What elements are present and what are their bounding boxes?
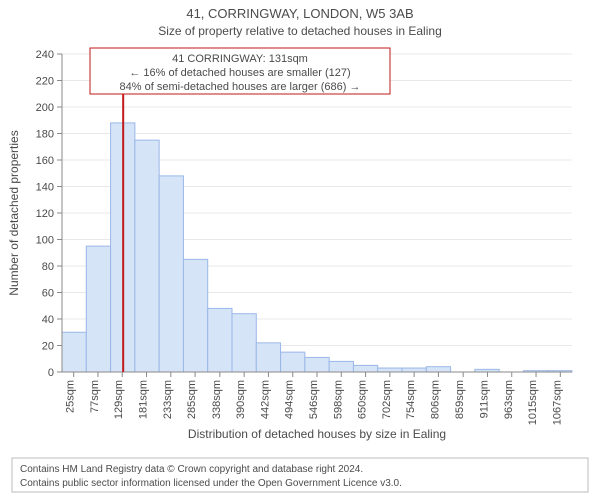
x-tick-label: 77sqm (89, 380, 101, 413)
x-tick-label: 285sqm (186, 380, 198, 419)
y-tick-label: 180 (36, 129, 54, 141)
histogram-bar (232, 314, 256, 372)
y-tick-label: 100 (36, 235, 54, 247)
y-tick-label: 120 (36, 208, 54, 220)
y-tick-label: 240 (36, 49, 54, 61)
x-tick-label: 494sqm (284, 380, 296, 419)
y-tick-label: 60 (42, 288, 54, 300)
x-tick-label: 390sqm (235, 380, 247, 419)
x-tick-label: 754sqm (405, 380, 417, 419)
x-tick-label: 442sqm (259, 380, 271, 419)
x-tick-label: 233sqm (162, 380, 174, 419)
histogram-chart: 0 20 40 60 80 100 120 140 160 180 200 220 240 25sqm 77… (0, 0, 600, 500)
annotation-line-3: 84% of semi-detached houses are larger (… (120, 81, 361, 93)
histogram-bar (135, 140, 159, 372)
x-tick-label: 181sqm (138, 380, 150, 419)
histogram-bar (62, 332, 86, 372)
x-tick-label: 1067sqm (551, 380, 563, 425)
attribution-line-1: Contains HM Land Registry data © Crown c… (20, 464, 363, 475)
histogram-bar (208, 308, 232, 372)
x-tick-label: 650sqm (357, 380, 369, 419)
histogram-bar (281, 352, 305, 372)
y-tick-label: 80 (42, 261, 54, 273)
histogram-bar (426, 367, 450, 372)
x-tick-label: 1015sqm (527, 380, 539, 425)
y-tick-label: 40 (42, 314, 54, 326)
x-tick-label: 963sqm (503, 380, 515, 419)
histogram-bar (378, 368, 402, 372)
x-tick-label: 25sqm (65, 380, 77, 413)
histogram-bar (86, 246, 110, 372)
x-tick-label: 806sqm (429, 380, 441, 419)
x-tick-label: 546sqm (308, 380, 320, 419)
y-tick-label: 160 (36, 155, 54, 167)
title-sub: Size of property relative to detached ho… (0, 24, 600, 38)
attribution-line-2: Contains public sector information licen… (20, 478, 402, 489)
histogram-bar (329, 361, 353, 372)
x-tick-label: 129sqm (113, 380, 125, 419)
y-tick-label: 220 (36, 76, 54, 88)
x-tick-label: 598sqm (332, 380, 344, 419)
y-tick-label: 20 (42, 341, 54, 353)
y-axis-label: Number of detached properties (7, 130, 21, 295)
annotation-line-1: 41 CORRINGWAY: 131sqm (172, 53, 308, 65)
histogram-bar (183, 259, 207, 372)
histogram-bar (305, 357, 329, 372)
x-tick-label: 702sqm (381, 380, 393, 419)
x-tick-label: 911sqm (478, 380, 490, 418)
y-tick-label: 0 (48, 367, 54, 379)
y-tick-label: 140 (36, 182, 54, 194)
annotation-line-2: ← 16% of detached houses are smaller (12… (129, 67, 350, 79)
title-main: 41, CORRINGWAY, LONDON, W5 3AB (0, 6, 600, 21)
histogram-bar (402, 368, 426, 372)
histogram-bar (256, 343, 280, 372)
y-tick-label: 200 (36, 102, 54, 114)
histogram-bar (353, 365, 377, 372)
x-tick-label: 338sqm (211, 380, 223, 419)
x-axis-label: Distribution of detached houses by size … (188, 427, 446, 441)
histogram-bar (159, 176, 183, 372)
x-tick-label: 859sqm (454, 380, 466, 419)
